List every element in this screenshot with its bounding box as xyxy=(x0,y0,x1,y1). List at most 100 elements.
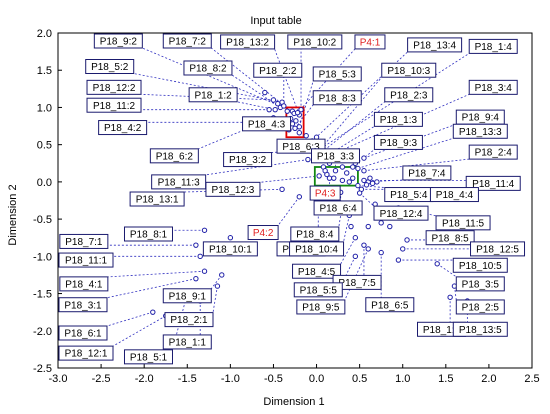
point-label-box xyxy=(123,226,173,242)
data-point xyxy=(294,109,301,116)
point-label: P18_7:2 xyxy=(169,37,207,48)
data-point xyxy=(369,180,376,187)
data-point xyxy=(298,106,304,113)
data-point xyxy=(365,223,371,230)
point-label-box xyxy=(162,334,212,350)
point-label-box xyxy=(188,87,238,103)
y-tick-label: 1.0 xyxy=(37,102,52,114)
data-point xyxy=(378,220,384,226)
point-label: P18_12:2 xyxy=(93,83,136,94)
x-tick-label: -1.0 xyxy=(221,373,240,385)
point-label: P18_3:1 xyxy=(64,300,102,311)
point-label: P18_11:2 xyxy=(93,101,136,112)
y-tick-label: 1.5 xyxy=(37,65,52,77)
point-label-box xyxy=(287,34,343,50)
point-label-box xyxy=(312,66,362,82)
point-label-box xyxy=(289,241,345,257)
data-point xyxy=(367,175,373,181)
leader-line xyxy=(277,196,300,226)
point-label: P18_6:1 xyxy=(64,329,102,340)
point-label: P18_1:3 xyxy=(380,115,418,126)
data-point xyxy=(374,179,380,185)
data-point xyxy=(219,272,225,278)
point-label-box xyxy=(93,33,143,49)
point-label: P18_8:4 xyxy=(296,230,334,241)
data-point xyxy=(292,125,298,131)
leader-line xyxy=(357,185,385,188)
point-label-box xyxy=(373,134,423,150)
point-label-box xyxy=(223,152,273,168)
point-label: P18_4:3 xyxy=(248,119,286,130)
x-tick-label: 0.0 xyxy=(309,373,324,385)
y-tick-label: 0.5 xyxy=(37,140,52,152)
x-axis: -3.0 -2.5 -2.0 -1.5 -1.0 -0.5 0.0 0.5 1.0 1.5 2.0 2… xyxy=(49,364,540,385)
data-point xyxy=(344,170,350,176)
x-tick-label: -2.0 xyxy=(135,373,154,385)
data-point xyxy=(275,101,281,107)
point-label: P18_6:5 xyxy=(371,300,409,311)
data-point xyxy=(296,194,303,200)
point-label: P18_7:1 xyxy=(65,237,103,248)
point-label: P18_5:1 xyxy=(130,352,168,363)
leader-line xyxy=(107,270,205,278)
point-label: P18_2:4 xyxy=(475,148,513,159)
data-point xyxy=(201,227,208,233)
data-point xyxy=(262,89,268,96)
point-label: P18_1:4 xyxy=(475,42,513,53)
point-label: P18_10:2 xyxy=(293,38,336,49)
data-point xyxy=(404,237,410,243)
data-point xyxy=(400,246,406,252)
point-label-box xyxy=(58,252,114,268)
point-label-box xyxy=(86,79,142,95)
leader-line xyxy=(343,215,350,242)
y-tick-label: 2.0 xyxy=(37,28,52,40)
point-label-box xyxy=(373,205,429,221)
y-tick-label: -1.0 xyxy=(33,251,52,263)
point-label-box xyxy=(149,148,199,164)
point-label: P18_7:4 xyxy=(408,169,446,180)
point-label: P18_1:5 xyxy=(423,325,461,336)
data-point xyxy=(214,283,221,289)
point-label-box xyxy=(296,299,346,315)
point-label-box xyxy=(452,321,508,337)
point-label-box xyxy=(247,225,279,241)
point-label: P18_9:1 xyxy=(169,291,207,302)
point-label-box xyxy=(242,116,292,132)
point-label-box xyxy=(162,33,212,49)
point-label-box xyxy=(468,38,518,54)
leader-line xyxy=(316,76,383,154)
data-point xyxy=(201,268,208,274)
point-label: P18_9:4 xyxy=(462,113,500,124)
data-point xyxy=(150,309,156,315)
point-label: P18_12:3 xyxy=(212,185,255,196)
point-label-box xyxy=(402,165,452,181)
point-label-box xyxy=(465,175,521,191)
data-point xyxy=(331,175,337,181)
point-label-box xyxy=(425,230,475,246)
point-label: P18_1:2 xyxy=(194,90,232,101)
point-label-box xyxy=(455,299,505,315)
point-label-box xyxy=(58,345,114,361)
data-point xyxy=(339,177,346,184)
y-tick-label: -0.5 xyxy=(33,214,52,226)
data-point xyxy=(296,130,303,136)
point-label-box xyxy=(58,325,108,341)
data-point xyxy=(434,261,440,267)
point-label: P18_3:4 xyxy=(475,83,513,94)
point-label: P18_5:5 xyxy=(300,285,338,296)
leader-line xyxy=(142,47,293,112)
data-point xyxy=(346,179,352,185)
point-label: P18_4:2 xyxy=(104,123,142,134)
x-tick-label: 2.5 xyxy=(524,373,539,385)
point-label: P18_6:2 xyxy=(156,151,194,162)
point-label: P18_6:3 xyxy=(282,142,320,153)
leader-line xyxy=(237,101,276,111)
x-axis-title: Dimension 1 xyxy=(263,396,324,408)
point-label-box xyxy=(129,191,185,207)
point-label-box xyxy=(311,148,361,164)
point-label: P18_12:5 xyxy=(476,244,519,255)
point-label-box xyxy=(381,62,437,78)
leader-line xyxy=(363,158,470,172)
data-point xyxy=(355,182,361,189)
point-label: P18_13:2 xyxy=(226,38,269,49)
